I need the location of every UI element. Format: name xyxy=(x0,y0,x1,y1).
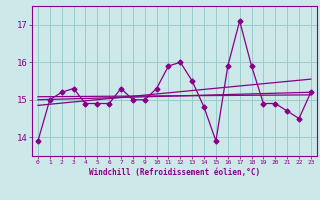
X-axis label: Windchill (Refroidissement éolien,°C): Windchill (Refroidissement éolien,°C) xyxy=(89,168,260,177)
